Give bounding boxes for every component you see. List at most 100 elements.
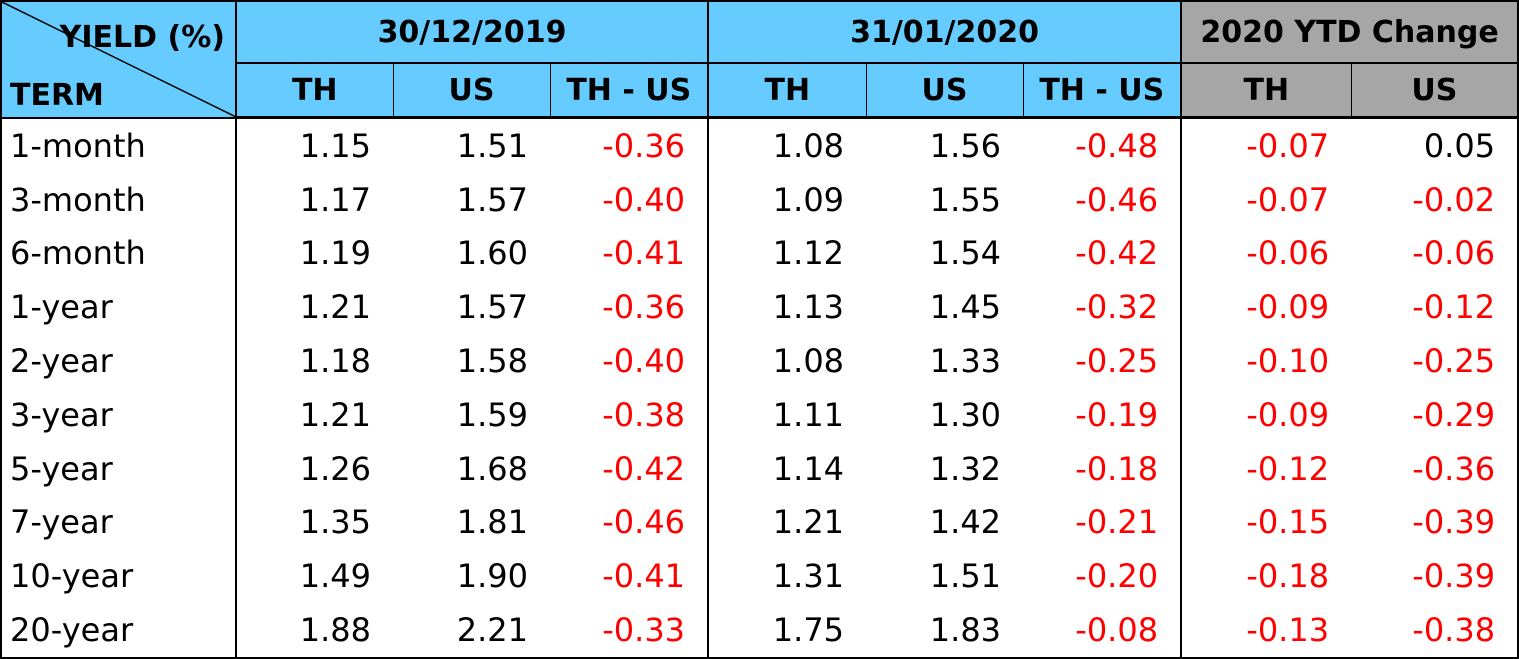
value-cell: 1.12 bbox=[772, 234, 845, 273]
header-row-groups: YIELD (%) TERM 30/12/2019 31/01/2020 202… bbox=[0, 0, 1519, 119]
subheader-diff-2020: TH - US bbox=[1023, 63, 1183, 119]
value-cell: -0.10 bbox=[1246, 342, 1330, 381]
value-cell: -0.12 bbox=[1246, 449, 1330, 488]
table-row: 6-month 1.19 1.60 -0.41 1.12 1.54 -0.42 -0.06 -0… bbox=[0, 226, 1519, 281]
value-cell: 1.14 bbox=[772, 449, 845, 488]
value-cell: 1.42 bbox=[929, 503, 1002, 542]
value-cell: -0.06 bbox=[1351, 226, 1519, 281]
subheader-th-2020: TH bbox=[708, 63, 867, 119]
table-row: 5-year 1.26 1.68 -0.42 1.14 1.32 -0.18 -0.12 -0.… bbox=[0, 441, 1519, 496]
value-cell: 1.21 bbox=[299, 395, 371, 434]
value-cell: 2.21 bbox=[393, 603, 550, 659]
value-cell: 1.59 bbox=[456, 395, 528, 434]
term-cell: 1-month bbox=[0, 117, 237, 173]
value-cell: 1.26 bbox=[299, 449, 371, 488]
value-cell: 1.19 bbox=[299, 234, 371, 273]
value-cell: 1.21 bbox=[299, 288, 371, 327]
value-cell: -0.33 bbox=[550, 603, 710, 659]
value-cell: -0.46 bbox=[550, 495, 710, 550]
value-cell: -0.07 bbox=[1246, 126, 1330, 165]
table-row: 10-year 1.49 1.90 -0.41 1.31 1.51 -0.20 -0.18 -0… bbox=[0, 549, 1519, 604]
value-cell: -0.07 bbox=[1246, 180, 1330, 219]
table-row: 2-year 1.18 1.58 -0.40 1.08 1.33 -0.25 -0.10 -0.… bbox=[0, 334, 1519, 388]
diagonal-line bbox=[2, 2, 235, 117]
value-cell: -0.42 bbox=[550, 441, 710, 496]
value-cell: 1.57 bbox=[456, 180, 528, 219]
corner-yield-label: YIELD (%) bbox=[59, 20, 225, 55]
value-cell: 1.49 bbox=[299, 557, 371, 596]
group-header-2019: 30/12/2019 bbox=[236, 0, 710, 64]
value-cell: -0.41 bbox=[550, 549, 710, 604]
term-cell: 5-year bbox=[0, 441, 237, 496]
value-cell: -0.39 bbox=[1351, 549, 1519, 604]
value-cell: 1.51 bbox=[929, 557, 1002, 596]
corner-header: YIELD (%) TERM bbox=[0, 0, 237, 119]
value-cell: -0.02 bbox=[1351, 172, 1519, 227]
value-cell: -0.38 bbox=[1351, 603, 1519, 659]
value-cell: 1.88 bbox=[236, 603, 393, 659]
value-cell: 1.81 bbox=[456, 503, 528, 542]
table-row: 3-year 1.21 1.59 -0.38 1.11 1.30 -0.19 -0.09 -0.… bbox=[0, 387, 1519, 442]
group-header-2020: 31/01/2020 bbox=[708, 0, 1183, 64]
value-cell: -0.39 bbox=[1351, 495, 1519, 550]
value-cell: 1.58 bbox=[456, 342, 528, 381]
value-cell: -0.48 bbox=[1023, 117, 1183, 173]
value-cell: 1.60 bbox=[456, 234, 528, 273]
term-cell: 7-year bbox=[0, 495, 237, 550]
value-cell: -0.38 bbox=[550, 387, 710, 442]
value-cell: -0.36 bbox=[550, 117, 710, 173]
value-cell: 1.45 bbox=[929, 288, 1002, 327]
subheader-th-ytd: TH bbox=[1181, 63, 1352, 119]
value-cell: -0.09 bbox=[1246, 288, 1330, 327]
header-row-sub: TH US TH - US TH US TH - US TH US bbox=[1, 63, 1519, 119]
value-cell: -0.20 bbox=[1023, 549, 1183, 604]
value-cell: 0.05 bbox=[1351, 117, 1519, 173]
value-cell: 1.21 bbox=[772, 503, 845, 542]
value-cell: -0.06 bbox=[1246, 234, 1330, 273]
table-row: 7-year 1.35 1.81 -0.46 1.21 1.42 -0.21 -0.15 -0.… bbox=[0, 495, 1519, 550]
subheader-th-2019: TH bbox=[236, 63, 394, 119]
corner-term-label: TERM bbox=[10, 77, 104, 113]
subheader-us-2019: US bbox=[393, 63, 551, 119]
value-cell: -0.19 bbox=[1023, 387, 1183, 442]
term-cell: 10-year bbox=[0, 549, 237, 604]
value-cell: 1.31 bbox=[772, 557, 845, 596]
value-cell: 1.08 bbox=[772, 342, 845, 381]
value-cell: -0.08 bbox=[1023, 603, 1183, 659]
value-cell: -0.25 bbox=[1023, 334, 1183, 388]
value-cell: -0.32 bbox=[1023, 280, 1183, 335]
value-cell: 1.51 bbox=[456, 126, 528, 165]
value-cell: 1.56 bbox=[929, 126, 1002, 165]
value-cell: -0.15 bbox=[1246, 503, 1330, 542]
group-header-ytd: 2020 YTD Change bbox=[1181, 0, 1519, 64]
value-cell: 1.13 bbox=[772, 288, 845, 327]
value-cell: 1.32 bbox=[929, 449, 1002, 488]
subheader-us-2020: US bbox=[866, 63, 1024, 119]
value-cell: 1.35 bbox=[299, 503, 371, 542]
value-cell: 1.17 bbox=[299, 180, 371, 219]
value-cell: 1.54 bbox=[929, 234, 1002, 273]
value-cell: 1.75 bbox=[708, 603, 867, 659]
term-cell: 3-month bbox=[0, 172, 237, 227]
value-cell: -0.40 bbox=[550, 334, 710, 388]
term-cell: 20-year bbox=[0, 603, 237, 659]
value-cell: 1.30 bbox=[929, 395, 1002, 434]
value-cell: -0.25 bbox=[1351, 334, 1519, 388]
value-cell: -0.21 bbox=[1023, 495, 1183, 550]
value-cell: -0.41 bbox=[550, 226, 710, 281]
value-cell: 1.33 bbox=[929, 342, 1002, 381]
value-cell: -0.09 bbox=[1246, 395, 1330, 434]
value-cell: -0.18 bbox=[1023, 441, 1183, 496]
value-cell: 1.55 bbox=[929, 180, 1002, 219]
value-cell: -0.36 bbox=[550, 280, 710, 335]
value-cell: -0.36 bbox=[1351, 441, 1519, 496]
table-row: 1-year 1.21 1.57 -0.36 1.13 1.45 -0.32 -0.09 -0.… bbox=[0, 280, 1519, 335]
table-row: 1-month 1.15 1.51 -0.36 1.08 1.56 -0.48 -0.07 0.… bbox=[0, 117, 1519, 173]
value-cell: 1.68 bbox=[456, 449, 528, 488]
term-cell: 2-year bbox=[0, 334, 237, 388]
table-body: 1-month 1.15 1.51 -0.36 1.08 1.56 -0.48 -0.07 0.… bbox=[0, 117, 1519, 659]
term-cell: 6-month bbox=[0, 226, 237, 281]
value-cell: -0.12 bbox=[1351, 280, 1519, 335]
